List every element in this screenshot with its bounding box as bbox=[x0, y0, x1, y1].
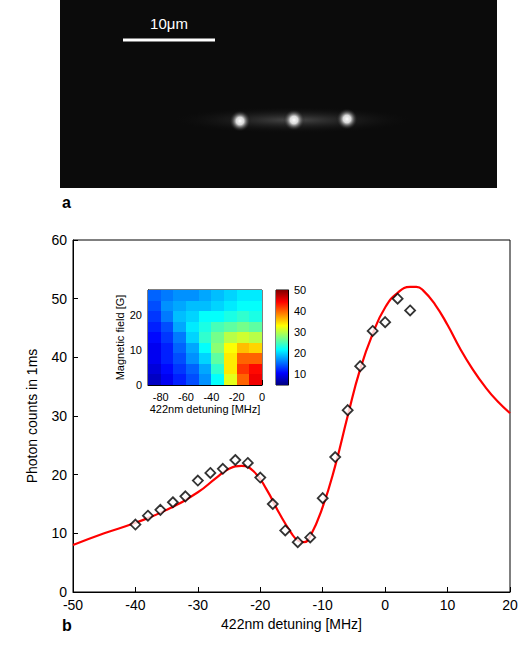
svg-text:-50: -50 bbox=[63, 597, 83, 613]
svg-text:20: 20 bbox=[51, 467, 67, 483]
svg-text:30: 30 bbox=[51, 408, 67, 424]
svg-text:20: 20 bbox=[130, 309, 142, 321]
svg-text:b: b bbox=[62, 617, 72, 634]
svg-text:-30: -30 bbox=[188, 597, 208, 613]
svg-text:0: 0 bbox=[259, 391, 265, 403]
svg-text:422nm detuning [MHz]: 422nm detuning [MHz] bbox=[221, 616, 362, 632]
svg-text:-20: -20 bbox=[250, 597, 270, 613]
svg-text:10: 10 bbox=[51, 525, 67, 541]
svg-text:20: 20 bbox=[294, 347, 306, 359]
svg-text:10μm: 10μm bbox=[150, 15, 188, 32]
svg-text:Magnetic field [G]: Magnetic field [G] bbox=[114, 295, 126, 381]
svg-text:60: 60 bbox=[51, 232, 67, 248]
svg-text:20: 20 bbox=[502, 597, 518, 613]
svg-text:Photon counts in 1ms: Photon counts in 1ms bbox=[24, 349, 40, 484]
svg-text:0: 0 bbox=[381, 597, 389, 613]
svg-text:40: 40 bbox=[51, 349, 67, 365]
svg-text:50: 50 bbox=[51, 291, 67, 307]
svg-text:30: 30 bbox=[294, 326, 306, 338]
svg-text:50: 50 bbox=[294, 284, 306, 296]
svg-text:-10: -10 bbox=[313, 597, 333, 613]
svg-text:-20: -20 bbox=[229, 391, 245, 403]
svg-text:10: 10 bbox=[440, 597, 456, 613]
svg-text:-80: -80 bbox=[153, 391, 169, 403]
svg-text:a: a bbox=[62, 194, 71, 211]
svg-text:-60: -60 bbox=[178, 391, 194, 403]
svg-text:0: 0 bbox=[59, 584, 67, 600]
svg-text:-40: -40 bbox=[203, 391, 219, 403]
svg-text:-40: -40 bbox=[125, 597, 145, 613]
svg-text:10: 10 bbox=[130, 344, 142, 356]
svg-text:10: 10 bbox=[294, 368, 306, 380]
svg-text:40: 40 bbox=[294, 305, 306, 317]
svg-text:422nm detuning [MHz]: 422nm detuning [MHz] bbox=[150, 403, 261, 415]
svg-text:0: 0 bbox=[136, 379, 142, 391]
